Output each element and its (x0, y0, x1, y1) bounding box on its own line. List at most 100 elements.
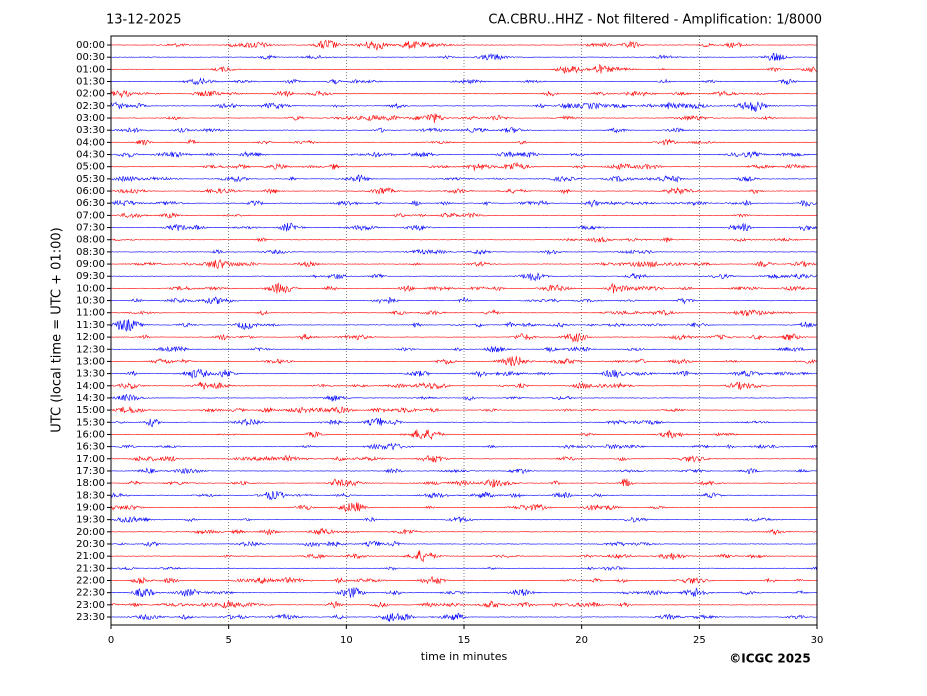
y-tick-label: 22:00 (76, 575, 105, 586)
seismic-trace (110, 600, 817, 609)
y-tick-label: 08:30 (76, 247, 105, 258)
seismic-trace (110, 222, 817, 232)
seismic-trace (110, 258, 817, 269)
y-tick-label: 19:00 (76, 502, 105, 513)
seismic-trace (110, 39, 817, 52)
y-tick-label: 16:30 (76, 442, 105, 453)
x-tick-label: 5 (225, 635, 231, 646)
chart-title: CA.CBRU..HHZ - Not filtered - Amplificat… (488, 13, 822, 28)
seismic-trace (110, 138, 817, 146)
x-tick-label: 30 (811, 635, 824, 646)
seismic-trace (110, 515, 817, 523)
seismic-trace (110, 491, 817, 500)
y-tick-label: 19:30 (76, 515, 105, 526)
y-tick-label: 16:00 (76, 429, 105, 440)
seismic-trace (110, 550, 817, 563)
seismic-trace (110, 566, 817, 572)
y-tick-label: 09:00 (76, 259, 105, 270)
y-tick-label: 21:00 (76, 551, 105, 562)
x-tick-label: 10 (340, 635, 353, 646)
y-tick-label: 15:00 (76, 405, 105, 416)
y-tick-label: 11:30 (76, 320, 105, 331)
seismic-trace (110, 236, 817, 243)
seismic-trace (110, 63, 817, 74)
seismic-trace (110, 150, 817, 159)
y-tick-label: 00:30 (76, 52, 105, 63)
y-tick-label: 12:30 (76, 344, 105, 355)
seismic-trace (110, 101, 817, 112)
y-tick-label: 07:00 (76, 210, 105, 221)
seismic-trace (110, 454, 817, 463)
y-tick-label: 20:00 (76, 527, 105, 538)
y-tick-label: 00:00 (76, 40, 105, 51)
y-tick-label: 03:30 (76, 125, 105, 136)
y-tick-label: 12:00 (76, 332, 105, 343)
date-title: 13-12-2025 (106, 13, 182, 28)
seismic-trace (110, 576, 817, 585)
seismic-trace (110, 272, 817, 282)
x-tick-label: 0 (108, 635, 114, 646)
y-tick-label: 05:30 (76, 174, 105, 185)
seismic-trace (110, 309, 817, 317)
y-tick-label: 04:00 (76, 137, 105, 148)
seismic-trace (110, 478, 817, 488)
seismic-trace (110, 417, 817, 428)
seismic-trace (110, 319, 817, 332)
y-tick-label: 09:30 (76, 271, 105, 282)
seismic-trace (110, 199, 817, 208)
seismic-trace (110, 467, 817, 475)
seismic-trace (110, 113, 817, 124)
y-tick-label: 20:30 (76, 539, 105, 550)
seismic-trace (110, 127, 817, 134)
y-tick-label: 02:00 (76, 89, 105, 100)
y-tick-label: 18:00 (76, 478, 105, 489)
y-tick-label: 06:00 (76, 186, 105, 197)
seismic-trace (110, 406, 817, 414)
y-tick-label: 01:00 (76, 64, 105, 75)
seismic-trace (110, 77, 817, 86)
seismic-trace (110, 332, 817, 343)
seismic-trace (110, 368, 817, 380)
seismic-trace (110, 248, 817, 256)
seismic-trace (110, 282, 817, 294)
y-tick-label: 04:30 (76, 150, 105, 161)
y-tick-label: 14:00 (76, 381, 105, 392)
y-tick-label: 17:00 (76, 454, 105, 465)
y-tick-label: 05:00 (76, 162, 105, 173)
plot-area (110, 36, 817, 625)
seismic-trace (110, 162, 817, 171)
seismic-trace (110, 393, 817, 402)
y-tick-label: 23:00 (76, 600, 105, 611)
seismic-trace (110, 345, 817, 353)
x-tick-label: 15 (458, 635, 471, 646)
y-tick-label: 03:00 (76, 113, 105, 124)
seismic-trace (110, 612, 817, 622)
seismic-trace (110, 296, 817, 305)
seismic-trace (110, 174, 817, 183)
seismic-trace (110, 90, 817, 99)
seismic-trace (110, 429, 817, 440)
y-axis-label: UTC (local time = UTC + 01:00) (50, 227, 65, 432)
y-tick-label: 15:30 (76, 417, 105, 428)
y-tick-label: 06:30 (76, 198, 105, 209)
y-tick-label: 23:30 (76, 612, 105, 623)
seismic-trace (110, 442, 817, 451)
y-tick-label: 21:30 (76, 563, 105, 574)
y-tick-label: 08:00 (76, 235, 105, 246)
seismic-trace (110, 587, 817, 598)
seismic-trace (110, 502, 817, 513)
y-tick-label: 10:30 (76, 296, 105, 307)
seismic-trace (110, 540, 817, 548)
y-tick-label: 13:00 (76, 356, 105, 367)
y-tick-label: 18:30 (76, 490, 105, 501)
copyright: ©ICGC 2025 (729, 652, 811, 666)
y-tick-label: 13:30 (76, 369, 105, 380)
y-tick-label: 22:30 (76, 588, 105, 599)
seismic-trace (110, 212, 817, 219)
seismic-trace (110, 381, 817, 391)
seismic-trace (110, 187, 817, 195)
y-tick-label: 10:00 (76, 283, 105, 294)
y-tick-label: 11:00 (76, 308, 105, 319)
x-tick-label: 20 (575, 635, 588, 646)
